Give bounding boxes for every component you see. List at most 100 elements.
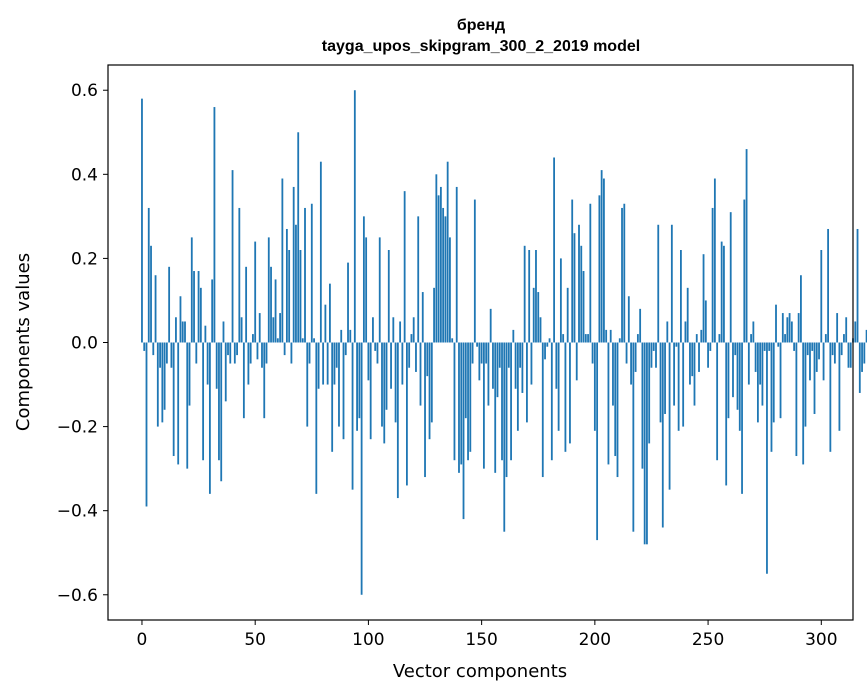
bar-64 — [285, 228, 288, 343]
bar-148 — [476, 342, 479, 347]
bar-274 — [761, 342, 764, 406]
bar-21 — [188, 342, 191, 406]
bar-53 — [261, 342, 263, 368]
bar-291 — [800, 275, 802, 343]
bar-47 — [247, 342, 250, 385]
bar-301 — [822, 342, 825, 381]
bar-259 — [727, 342, 730, 419]
bar-129 — [433, 287, 435, 343]
x-tick-label: 250 — [692, 630, 724, 650]
bar-205 — [605, 329, 608, 343]
bar-121 — [415, 342, 417, 372]
bar-125 — [424, 342, 426, 478]
bar-20 — [186, 342, 189, 469]
bar-212 — [621, 207, 623, 343]
bar-235 — [673, 342, 676, 406]
bar-309 — [840, 342, 843, 356]
bar-99 — [365, 237, 368, 343]
bar-67 — [292, 186, 295, 343]
bar-73 — [306, 342, 309, 427]
bar-202 — [598, 195, 601, 343]
bar-178 — [544, 342, 546, 360]
bar-88 — [340, 329, 343, 343]
bar-137 — [451, 338, 454, 343]
bar-40 — [231, 170, 234, 343]
bar-147 — [473, 199, 476, 343]
bar-165 — [514, 342, 517, 389]
bar-200 — [593, 342, 596, 431]
bar-265 — [741, 342, 743, 494]
bar-163 — [510, 342, 512, 461]
bar-128 — [430, 342, 433, 423]
bar-224 — [648, 342, 651, 444]
bar-310 — [843, 334, 845, 343]
bar-52 — [258, 313, 261, 343]
bar-166 — [516, 342, 519, 431]
bar-251 — [709, 342, 712, 351]
x-axis: 0 50 100 150 200 250 300 — [137, 620, 838, 650]
bar-39 — [229, 342, 232, 364]
x-tick-label: 150 — [465, 630, 497, 650]
bar-218 — [634, 342, 637, 372]
bars-group — [141, 90, 867, 595]
bar-280 — [775, 304, 777, 343]
bar-69 — [297, 132, 300, 343]
y-axis: 0.6 0.4 0.2 0.0 −0.2 −0.4 −0.6 — [57, 81, 108, 606]
y-tick-label: 0.0 — [71, 334, 98, 354]
bar-95 — [356, 342, 358, 431]
bar-136 — [449, 237, 451, 343]
bar-317 — [858, 342, 861, 393]
bar-74 — [308, 342, 311, 364]
bar-203 — [600, 170, 603, 343]
y-tick-label: −0.4 — [57, 502, 98, 522]
bar-281 — [777, 342, 780, 347]
bar-180 — [548, 338, 551, 343]
bar-207 — [609, 329, 612, 343]
bar-176 — [539, 317, 542, 343]
bar-221 — [641, 342, 644, 469]
bar-188 — [566, 287, 569, 343]
bar-264 — [738, 342, 741, 431]
bar-184 — [557, 342, 560, 431]
bar-34 — [218, 342, 220, 461]
bar-187 — [564, 342, 567, 452]
bar-8 — [159, 342, 161, 368]
bar-37 — [224, 342, 227, 402]
bar-287 — [790, 321, 793, 343]
bar-45 — [242, 342, 245, 419]
bar-164 — [512, 329, 515, 343]
bar-9 — [161, 342, 164, 423]
bar-193 — [578, 224, 580, 343]
bar-204 — [603, 178, 605, 343]
bar-138 — [453, 342, 456, 461]
bar-269 — [750, 334, 752, 343]
bar-183 — [555, 342, 558, 389]
bar-72 — [304, 207, 306, 343]
bar-56 — [267, 237, 270, 343]
bar-240 — [684, 321, 687, 343]
bar-116 — [403, 191, 406, 343]
bar-223 — [646, 342, 648, 545]
bar-97 — [360, 342, 363, 595]
bar-197 — [587, 334, 589, 343]
bar-54 — [263, 342, 266, 419]
bar-231 — [664, 342, 666, 414]
bar-213 — [623, 203, 626, 343]
bar-316 — [856, 228, 859, 343]
bar-225 — [650, 342, 653, 368]
bar-257 — [723, 245, 725, 343]
bar-90 — [344, 342, 347, 356]
bar-276 — [766, 342, 768, 574]
bar-10 — [163, 342, 166, 410]
bar-162 — [507, 342, 510, 368]
bar-36 — [222, 321, 225, 343]
bar-134 — [444, 216, 447, 343]
bar-154 — [489, 308, 492, 343]
bar-77 — [315, 342, 318, 494]
bar-307 — [836, 313, 839, 343]
bar-22 — [190, 237, 193, 343]
bar-75 — [310, 203, 313, 343]
bar-141 — [460, 342, 463, 465]
bar-106 — [381, 342, 383, 427]
bar-105 — [378, 237, 381, 343]
